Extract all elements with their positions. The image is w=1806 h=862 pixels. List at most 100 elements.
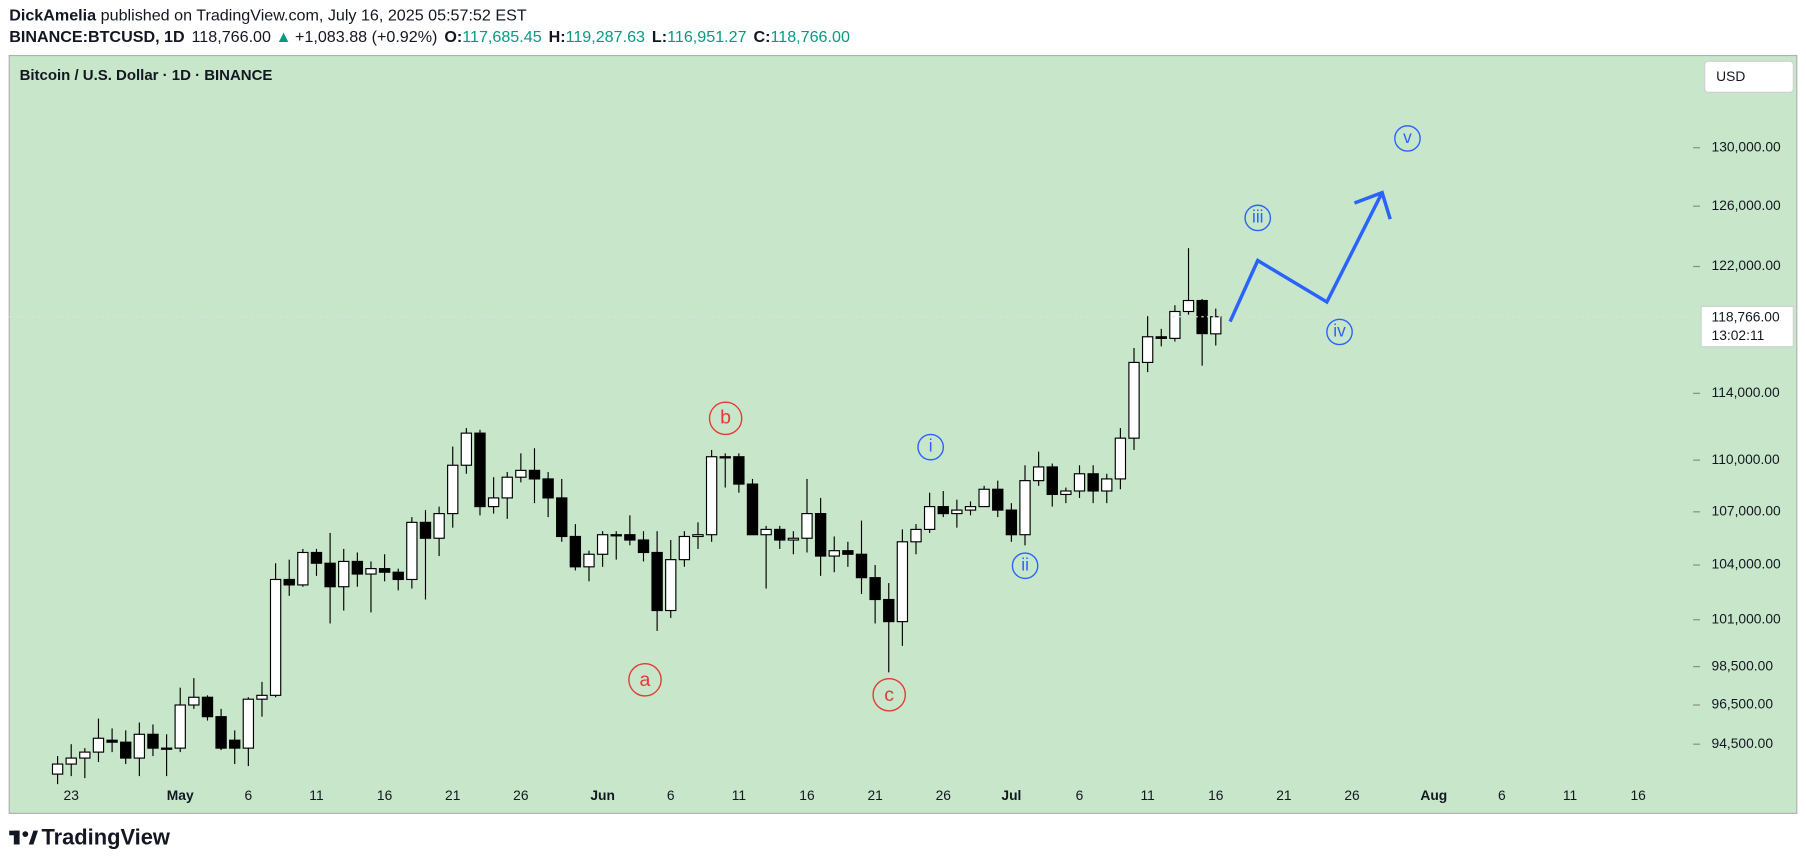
logo [9,830,39,845]
candle-body [896,541,909,623]
candle-body [51,763,64,775]
candle-body [147,733,159,749]
candle-body [378,568,391,573]
candle-body [1073,473,1086,492]
candle-body [256,694,268,700]
ohlc-key: H: [549,29,566,47]
candle-body [474,432,486,508]
x-tick-label: 11 [1563,787,1577,803]
candle-body [964,506,977,511]
candle-body [787,537,800,541]
candle-body [801,513,813,539]
candle-body [188,696,200,706]
wave-label: iii [1244,204,1272,232]
x-tick-label: 6 [1498,787,1506,803]
wave-text: i [929,436,933,456]
y-tick-label: 130,000.00 [1712,138,1781,154]
ohlc-value: 118,766.00 [770,29,849,47]
candle-body [392,571,404,581]
candle-body [774,528,786,541]
candle-body [406,521,418,581]
candle-body [556,497,568,538]
x-tick-label: 26 [513,787,529,803]
candle-body [433,513,445,539]
x-tick-label: 23 [64,787,80,803]
candle-body [610,534,622,537]
last-price-tag [1700,305,1794,348]
candle-body [814,513,827,557]
brand: TradingView [41,825,170,850]
candle-body [365,568,377,575]
x-tick-label: 21 [445,787,460,803]
chart-title: Bitcoin / U.S. Dollar · 1D · BINANCE [20,67,273,84]
candle-body [692,534,704,538]
candle-body [133,733,146,759]
candle-body [460,432,473,466]
candle-body [596,534,609,555]
candle-body [923,506,936,530]
candle-body [1182,299,1195,313]
candle-body [160,747,173,750]
candle-body [501,476,513,499]
x-tick-label: 16 [1630,787,1646,803]
candle-body [1101,478,1113,492]
x-tick-label: 6 [667,787,675,803]
candle-body [705,456,718,536]
x-tick-label: 6 [245,787,253,803]
candle-body [542,478,554,499]
candle-body [338,560,350,588]
candle-body [419,521,432,539]
candle-body [624,534,636,541]
candle-body [651,551,663,612]
candle-body [515,469,527,478]
y-tick-label: 122,000.00 [1712,257,1781,273]
candle-body [487,497,500,508]
candle-body [992,488,1004,511]
projection-arrow [1353,190,1392,220]
candle-body [569,535,582,568]
x-tick-label: 26 [1344,787,1360,803]
candle-body [1210,316,1222,335]
wave-label: v [1394,125,1421,152]
wave-label: iv [1326,318,1353,346]
y-tick-label: 110,000.00 [1712,451,1780,467]
candle-body [719,456,731,459]
wave-text: ii [1021,554,1029,574]
countdown: 13:02:11 [1712,327,1765,343]
currency[interactable]: USD [1716,68,1745,84]
currency-button[interactable] [1704,60,1794,93]
x-tick-label: Jul [1001,787,1021,803]
x-tick-label: Aug [1420,787,1447,803]
wave-label: i [917,433,945,461]
candle-body [201,696,214,718]
y-tick-label: 101,000.00 [1712,610,1781,626]
wave-text: v [1403,127,1412,147]
candle-body [869,577,881,601]
y-tick-label: 96,500.00 [1712,696,1774,712]
candle-body [842,550,854,555]
candle-body [828,550,840,557]
candle-body [978,488,990,508]
candle-body [746,483,759,536]
candle-body [1060,490,1072,496]
candle-body [883,598,895,623]
candle-body [106,739,118,743]
y-tick-label: 104,000.00 [1712,556,1781,572]
candle-body [174,704,186,749]
candle-body [283,578,295,586]
candle-body [951,509,963,515]
candle-body [351,560,364,575]
x-tick-label: 21 [1276,787,1291,803]
x-tick-label: 16 [1208,787,1224,803]
y-tick-label: 98,500.00 [1712,657,1774,673]
symbol: BINANCE:BTCUSD, 1D [9,29,184,47]
x-tick-label: 26 [936,787,952,803]
candle-body [665,559,677,612]
wave-label: ii [1011,552,1039,580]
candle-body [855,553,868,579]
candle-body [447,464,459,515]
candle-body [1046,466,1058,496]
x-tick-label: 11 [732,787,746,803]
wave-text: iv [1333,321,1346,341]
